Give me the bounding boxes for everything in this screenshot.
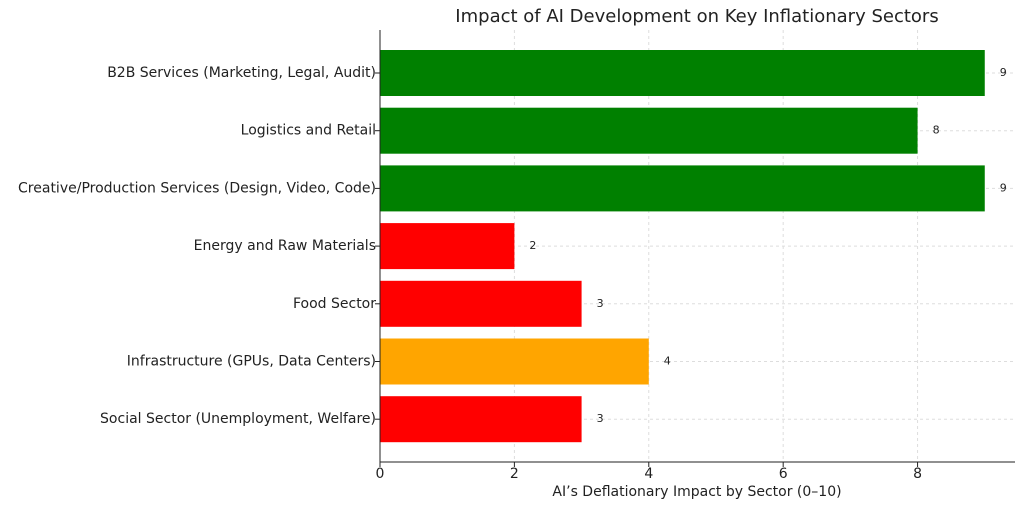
value-label: 2 — [529, 239, 536, 252]
value-label: 9 — [1000, 181, 1007, 194]
bar — [380, 107, 918, 154]
value-label: 3 — [597, 297, 604, 310]
x-tick-label: 8 — [913, 466, 922, 482]
y-tick-label: Creative/Production Services (Design, Vi… — [18, 180, 376, 196]
y-tick-label: Energy and Raw Materials — [194, 238, 376, 254]
x-tick-label: 6 — [779, 466, 788, 482]
y-tick-label: Social Sector (Unemployment, Welfare) — [100, 411, 376, 427]
value-label: 3 — [597, 412, 604, 425]
x-tick-label: 0 — [376, 466, 385, 482]
chart-title: Impact of AI Development on Key Inflatio… — [455, 6, 938, 27]
bar — [380, 50, 985, 96]
bar — [380, 165, 985, 212]
y-tick-label: B2B Services (Marketing, Legal, Audit) — [107, 65, 376, 81]
bar — [380, 280, 582, 327]
y-tick-label: Infrastructure (GPUs, Data Centers) — [127, 354, 376, 370]
bar — [380, 338, 649, 385]
y-tick-label: Food Sector — [293, 296, 376, 312]
bar — [380, 396, 582, 443]
value-label: 4 — [664, 355, 671, 368]
x-tick-label: 2 — [510, 466, 519, 482]
x-axis-label: AI’s Deflationary Impact by Sector (0–10… — [552, 484, 841, 500]
x-tick-label: 4 — [644, 466, 653, 482]
value-label: 8 — [933, 124, 940, 137]
value-label: 9 — [1000, 66, 1007, 79]
bar — [380, 223, 515, 270]
y-tick-label: Logistics and Retail — [241, 123, 376, 139]
